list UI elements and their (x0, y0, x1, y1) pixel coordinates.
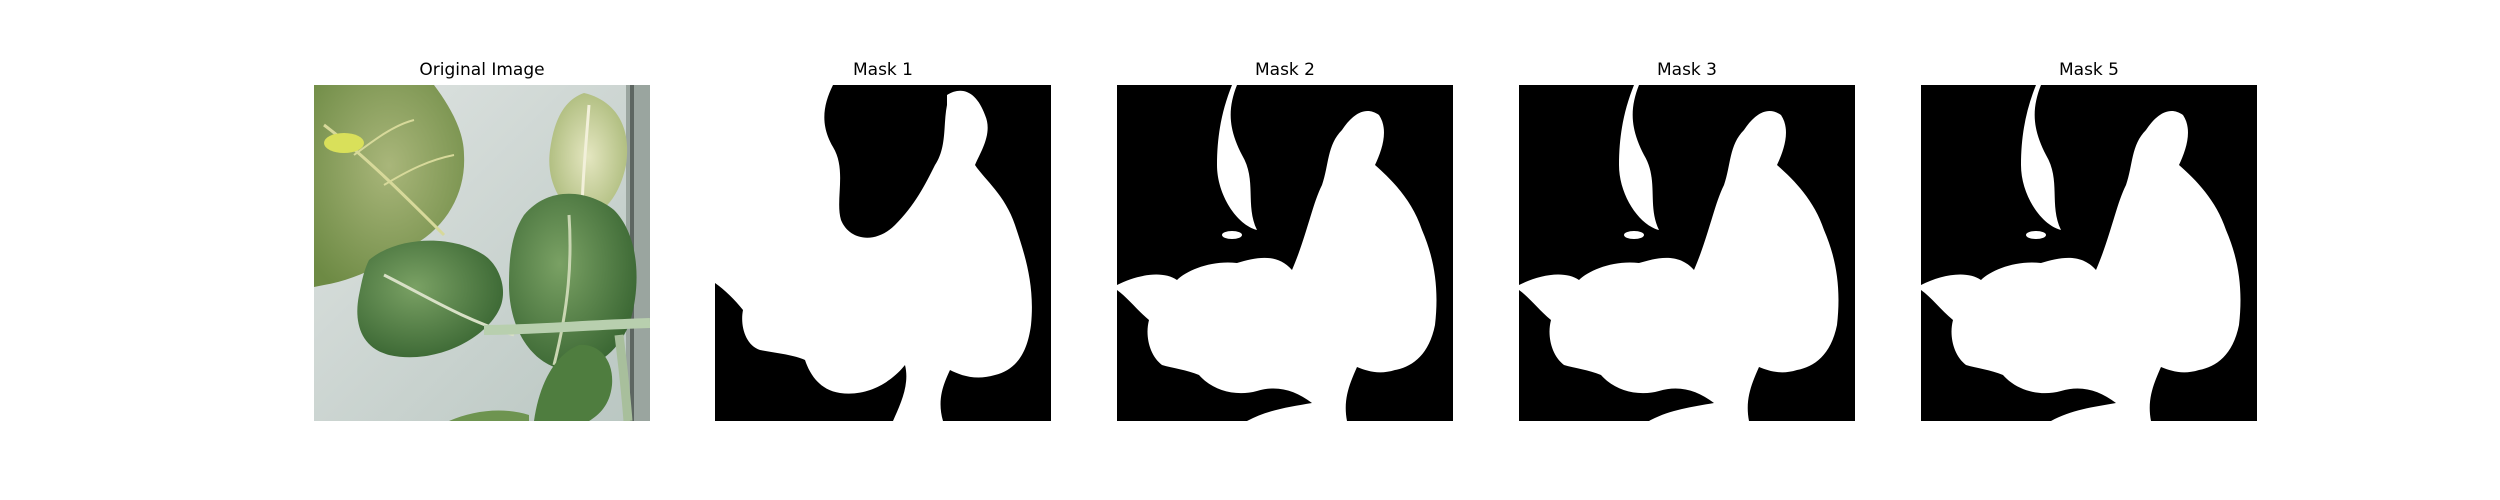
mask-3-canvas (1519, 85, 1855, 421)
mask-2 (1117, 85, 1453, 421)
leaf-top-right (549, 93, 628, 220)
stem-horizontal (483, 318, 650, 335)
mask-5 (1921, 85, 2257, 421)
leaf-right-large-vein (552, 214, 572, 366)
mask-region-top (2021, 85, 2061, 230)
stem-vertical (614, 334, 633, 421)
panel-title-mask-5: Mask 5 (2058, 60, 2119, 80)
mask-region-main (1117, 110, 1437, 421)
original-image-canvas (314, 85, 650, 421)
panel-title-mask-2: Mask 2 (1254, 60, 1315, 80)
mask-1 (715, 85, 1051, 421)
mask-region-top (1619, 85, 1659, 230)
mask-1-canvas (715, 85, 1051, 421)
mask-region-main (1921, 110, 2241, 421)
panel-title-mask-1: Mask 1 (852, 60, 913, 80)
mask-region-top (1217, 85, 1257, 230)
mask-notch (920, 322, 970, 336)
original-image (314, 85, 650, 421)
leaf-top-left-vein-2 (353, 119, 415, 156)
mask-speck (2026, 231, 2046, 239)
mask-speck (1624, 231, 1644, 239)
mask-speck (1222, 231, 1242, 239)
mask-region-left (715, 85, 1032, 421)
leaf-top-left-vein-3 (383, 154, 455, 186)
leaf-bottom-center (534, 344, 613, 421)
panel-title-original: Original Image (419, 60, 545, 80)
mask-speck (737, 142, 757, 152)
leaf-highlight (324, 133, 364, 153)
panel-title-mask-3: Mask 3 (1656, 60, 1717, 80)
mask-5-canvas (1921, 85, 2257, 421)
mask-region-main (1519, 110, 1839, 421)
leaf-bottom-left (449, 410, 529, 421)
mask-2-canvas (1117, 85, 1453, 421)
mask-3 (1519, 85, 1855, 421)
